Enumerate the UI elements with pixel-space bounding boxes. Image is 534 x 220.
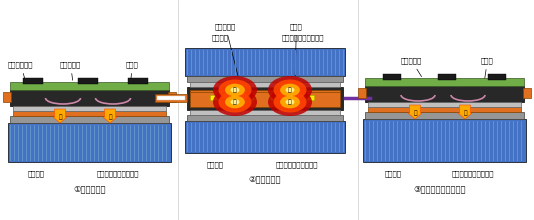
Text: 熱: 熱 xyxy=(58,114,62,120)
Ellipse shape xyxy=(268,88,312,116)
Text: 絶縁板: 絶縁板 xyxy=(481,57,494,101)
Bar xyxy=(300,95,314,100)
Bar xyxy=(358,88,366,98)
FancyArrow shape xyxy=(53,109,67,123)
Ellipse shape xyxy=(213,88,257,116)
Text: 熱: 熱 xyxy=(233,99,237,105)
Bar xyxy=(488,74,506,80)
Ellipse shape xyxy=(218,92,252,112)
Ellipse shape xyxy=(286,87,294,93)
Bar xyxy=(155,94,187,102)
Text: 冷却流路: 冷却流路 xyxy=(211,34,229,41)
Text: 冷却流路: 冷却流路 xyxy=(384,170,402,177)
Text: 熱: 熱 xyxy=(288,99,292,105)
Bar xyxy=(3,92,11,102)
Ellipse shape xyxy=(280,96,300,108)
Text: 半導体素子: 半導体素子 xyxy=(401,57,422,77)
Bar xyxy=(363,119,526,162)
Bar xyxy=(187,115,343,121)
Text: ヒートシンク: ヒートシンク xyxy=(8,61,34,80)
Bar xyxy=(438,74,456,80)
Text: 冷却器（ダイカスト）: 冷却器（ダイカスト） xyxy=(452,170,494,177)
Bar xyxy=(523,88,531,98)
Bar xyxy=(23,78,43,84)
Text: 冷却流路: 冷却流路 xyxy=(27,170,44,177)
Bar xyxy=(383,74,401,80)
Bar xyxy=(187,76,343,82)
Bar xyxy=(13,106,166,111)
Ellipse shape xyxy=(286,99,294,105)
Ellipse shape xyxy=(213,76,257,104)
Bar xyxy=(240,95,254,100)
Bar xyxy=(368,107,521,112)
Text: 絶縁板: 絶縁板 xyxy=(126,61,139,105)
Ellipse shape xyxy=(273,92,307,112)
Ellipse shape xyxy=(218,79,252,101)
Bar xyxy=(8,123,171,162)
Bar xyxy=(190,92,340,107)
Text: 冷却器（ダイカスト）: 冷却器（ダイカスト） xyxy=(276,161,318,168)
Bar xyxy=(185,121,345,153)
Bar xyxy=(210,95,224,100)
Ellipse shape xyxy=(231,99,239,105)
Text: 半導体素子: 半導体素子 xyxy=(215,23,239,81)
Bar xyxy=(190,82,340,87)
Text: 冷却器（ダイカスト）: 冷却器（ダイカスト） xyxy=(282,34,324,41)
Text: 熱: 熱 xyxy=(108,114,112,120)
Ellipse shape xyxy=(273,79,307,101)
Text: 半導体素子: 半導体素子 xyxy=(60,61,81,80)
Bar xyxy=(365,112,524,119)
Ellipse shape xyxy=(280,84,300,96)
Bar xyxy=(185,48,345,76)
Bar xyxy=(13,111,166,116)
Text: ①　片面放熱: ① 片面放熱 xyxy=(73,184,106,193)
Bar xyxy=(10,82,169,90)
Bar xyxy=(157,96,185,100)
Text: 熱: 熱 xyxy=(233,87,237,93)
Text: 絶縁板: 絶縁板 xyxy=(290,23,303,81)
FancyArrow shape xyxy=(103,109,117,123)
Text: 熱: 熱 xyxy=(413,110,417,116)
Bar xyxy=(168,92,176,102)
Bar xyxy=(190,110,340,115)
Bar xyxy=(368,102,521,107)
Bar xyxy=(128,78,148,84)
Ellipse shape xyxy=(225,96,245,108)
Text: ②　両面放熱: ② 両面放熱 xyxy=(249,175,281,184)
FancyArrow shape xyxy=(408,105,422,119)
Text: 冷却器（ダイカスト）: 冷却器（ダイカスト） xyxy=(97,170,139,177)
Bar xyxy=(190,90,340,105)
Ellipse shape xyxy=(231,87,239,93)
Text: 冷却流路: 冷却流路 xyxy=(207,161,224,168)
Ellipse shape xyxy=(225,84,245,96)
Text: 熱: 熱 xyxy=(464,110,467,116)
Bar xyxy=(10,116,169,123)
Text: ③　直接水冷片面放熱: ③ 直接水冷片面放熱 xyxy=(413,184,466,193)
Bar xyxy=(270,95,284,100)
Bar xyxy=(365,78,524,86)
FancyArrow shape xyxy=(458,105,472,119)
Text: 熱: 熱 xyxy=(288,87,292,93)
Ellipse shape xyxy=(268,76,312,104)
Bar xyxy=(187,87,343,110)
Bar xyxy=(78,78,98,84)
Bar xyxy=(365,86,524,102)
Bar xyxy=(10,90,169,106)
